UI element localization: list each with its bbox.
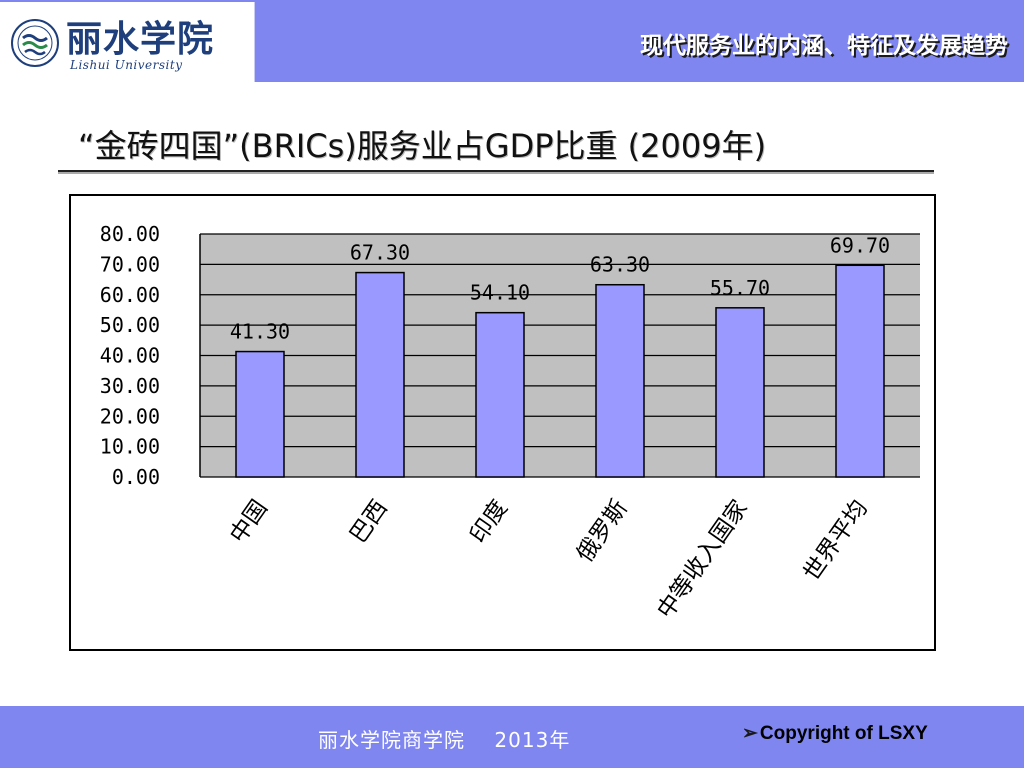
data-label: 41.30	[230, 320, 290, 344]
university-seal-icon	[11, 19, 59, 67]
y-tick-label: 10.00	[100, 435, 160, 459]
bar	[355, 271, 405, 478]
y-tick-label: 40.00	[100, 344, 160, 368]
chart-frame: 80.00 70.00 60.00 50.00 40.00 30.00 20.00 10.00…	[69, 194, 936, 651]
bar	[715, 307, 765, 478]
bar	[235, 350, 285, 478]
y-tick-label: 70.00	[100, 252, 160, 276]
logo-chinese-text: 丽水学院	[66, 18, 215, 60]
y-tick-label: 0.00	[112, 465, 160, 489]
x-category-label: 世界平均	[799, 496, 873, 586]
footer-band: 丽水学院商学院 2013年 ➢ Copyright of LSXY	[0, 706, 1024, 768]
copyright: ➢ Copyright of LSXY	[742, 722, 928, 745]
x-category-label: 中等收入国家	[652, 496, 752, 624]
y-tick-label: 50.00	[100, 313, 160, 337]
y-tick-label: 30.00	[100, 374, 160, 398]
bar	[475, 311, 525, 478]
data-label: 54.10	[470, 281, 530, 305]
footer-text: 丽水学院商学院 2013年	[318, 728, 571, 752]
header-band: 丽水学院 Lishui University 现代服务业的内涵、特征及发展趋势	[0, 0, 1024, 82]
x-category-label: 巴西	[345, 496, 393, 549]
x-category-label: 印度	[465, 496, 513, 549]
copyright-text: Copyright of LSXY	[759, 723, 928, 744]
y-tick-label: 80.00	[100, 222, 160, 246]
data-label: 55.70	[710, 276, 770, 300]
y-tick-label: 20.00	[100, 404, 160, 428]
arrow-bullet-icon: ➢	[742, 723, 758, 744]
title-underline	[58, 170, 934, 172]
data-label: 63.30	[590, 253, 650, 277]
logo: 丽水学院 Lishui University	[0, 2, 255, 82]
bar	[835, 264, 885, 478]
data-label: 67.30	[350, 241, 410, 265]
y-tick-label: 60.00	[100, 283, 160, 307]
bar-chart: 80.00 70.00 60.00 50.00 40.00 30.00 20.00 10.00…	[100, 222, 920, 624]
x-category-label: 中国	[225, 496, 273, 549]
x-category-label: 俄罗斯	[572, 496, 633, 567]
bar	[595, 283, 645, 478]
data-label: 69.70	[830, 233, 890, 257]
slide-title: “金砖四国”(BRICs)服务业占GDP比重 (2009年)	[78, 127, 767, 165]
header-title: 现代服务业的内涵、特征及发展趋势	[640, 33, 1008, 59]
logo-english-text: Lishui University	[70, 58, 183, 72]
